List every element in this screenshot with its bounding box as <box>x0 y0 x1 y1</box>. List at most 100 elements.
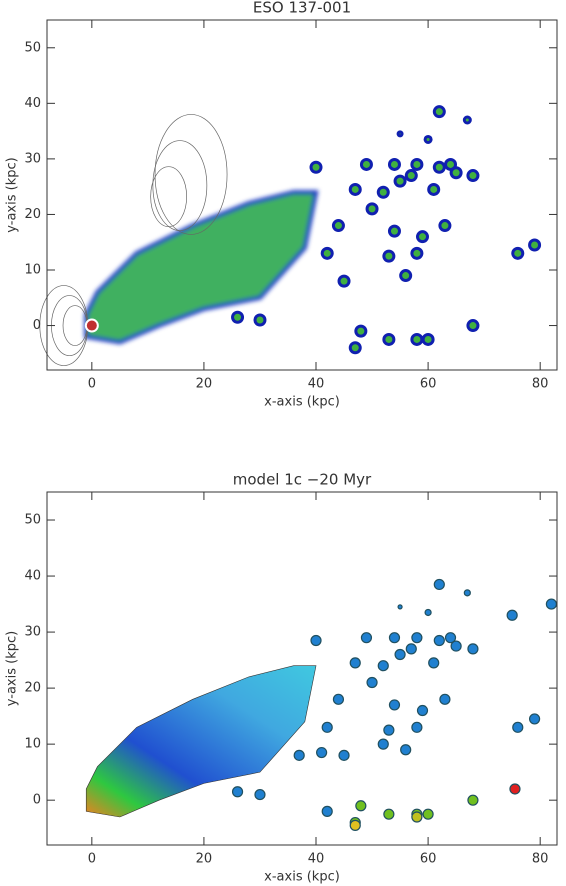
contour <box>150 166 187 228</box>
knot <box>444 157 458 171</box>
panel: 0 20 40 60 80 0 10 20 30 40 50 model 1c −20 Myr x-ax… <box>5 471 558 885</box>
x-axis-label: x-axis (kpc) <box>264 395 340 410</box>
knot <box>422 808 434 820</box>
knot <box>309 160 323 174</box>
knot <box>382 332 396 346</box>
knot <box>511 246 525 260</box>
knot <box>354 324 368 338</box>
y-tick-label: 0 <box>33 793 41 808</box>
knot <box>466 319 480 333</box>
knot <box>393 174 407 188</box>
knot <box>410 157 424 171</box>
knot <box>253 313 267 327</box>
knot <box>383 724 395 736</box>
knot <box>444 632 457 644</box>
knot <box>545 598 557 610</box>
knot <box>397 604 403 610</box>
knot <box>506 609 518 621</box>
y-tick-label: 50 <box>24 513 41 528</box>
knot <box>349 819 361 831</box>
knot <box>411 632 423 644</box>
chart-title: model 1c −20 Myr <box>233 471 372 489</box>
knot <box>421 332 435 346</box>
y-axis-label: y-axis (kpc) <box>5 631 20 706</box>
y-tick-label: 0 <box>33 318 41 333</box>
knot <box>348 341 362 355</box>
knot <box>360 632 373 644</box>
knot <box>316 746 328 759</box>
nucleus <box>84 318 99 333</box>
knot <box>377 660 389 672</box>
knot <box>365 202 379 216</box>
knot <box>231 310 245 324</box>
knot <box>410 246 424 260</box>
knot <box>433 578 445 591</box>
knot <box>415 230 429 244</box>
knot <box>463 589 471 597</box>
knot <box>331 219 345 233</box>
knot <box>467 643 479 655</box>
knot <box>231 786 244 798</box>
knot <box>382 249 396 263</box>
y-tick-label: 50 <box>24 40 41 55</box>
knot <box>433 634 445 647</box>
knot <box>424 608 432 617</box>
knot <box>332 693 345 705</box>
knot <box>400 744 412 756</box>
x-tick-label: 60 <box>420 377 437 392</box>
knot <box>254 788 266 801</box>
knot <box>310 634 322 647</box>
knot <box>383 808 395 820</box>
x-tick-label: 80 <box>532 377 549 392</box>
tail-model <box>85 665 317 818</box>
knot <box>427 182 441 196</box>
y-axis-label: y-axis (kpc) <box>5 157 20 232</box>
chart-title: ESO 137-001 <box>253 0 351 17</box>
knot <box>359 157 373 171</box>
knot <box>432 105 446 119</box>
contour <box>62 305 88 346</box>
knot <box>411 721 423 733</box>
x-tick-label: 80 <box>532 852 549 867</box>
y-tick-label: 20 <box>24 207 41 222</box>
plot-frame <box>46 491 558 846</box>
x-tick-label: 0 <box>88 852 96 867</box>
y-tick-label: 30 <box>24 151 41 166</box>
knot <box>423 134 433 144</box>
tail-emission <box>84 190 319 345</box>
knot <box>405 643 417 655</box>
y-tick-label: 10 <box>24 737 41 752</box>
contour <box>51 295 88 356</box>
knot <box>466 169 480 183</box>
y-tick-label: 20 <box>24 681 41 696</box>
knot <box>509 783 521 795</box>
x-tick-label: 0 <box>88 377 96 392</box>
x-axis-label: x-axis (kpc) <box>264 870 340 885</box>
knot <box>467 794 479 806</box>
knot <box>439 693 451 705</box>
panel: 0 20 40 60 80 0 10 20 30 40 50 ESO 137-001 x-axis (k… <box>5 0 558 410</box>
contour <box>154 114 228 235</box>
knot <box>377 738 389 750</box>
y-tick-label: 40 <box>24 569 41 584</box>
x-tick-label: 20 <box>196 377 213 392</box>
x-tick-label: 20 <box>196 852 213 867</box>
knot <box>348 182 362 196</box>
knot <box>462 115 472 125</box>
x-tick-label: 40 <box>308 852 325 867</box>
contour <box>152 140 208 231</box>
knot <box>396 130 404 138</box>
knot <box>432 160 446 174</box>
knot <box>349 657 361 669</box>
knot <box>337 274 351 288</box>
knot <box>449 166 463 180</box>
knot <box>387 157 401 171</box>
knot <box>376 185 390 199</box>
knot <box>394 648 406 661</box>
knot <box>416 704 429 717</box>
y-tick-label: 40 <box>24 96 41 111</box>
knot <box>321 721 333 733</box>
knot <box>404 169 418 183</box>
knot <box>293 749 305 761</box>
